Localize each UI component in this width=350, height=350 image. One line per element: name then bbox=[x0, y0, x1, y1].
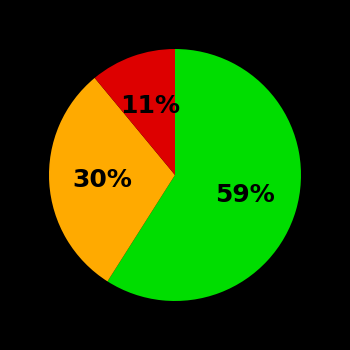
Text: 30%: 30% bbox=[72, 168, 132, 191]
Text: 11%: 11% bbox=[120, 94, 180, 118]
Wedge shape bbox=[107, 49, 301, 301]
Wedge shape bbox=[49, 78, 175, 281]
Text: 59%: 59% bbox=[215, 183, 275, 208]
Wedge shape bbox=[95, 49, 175, 175]
